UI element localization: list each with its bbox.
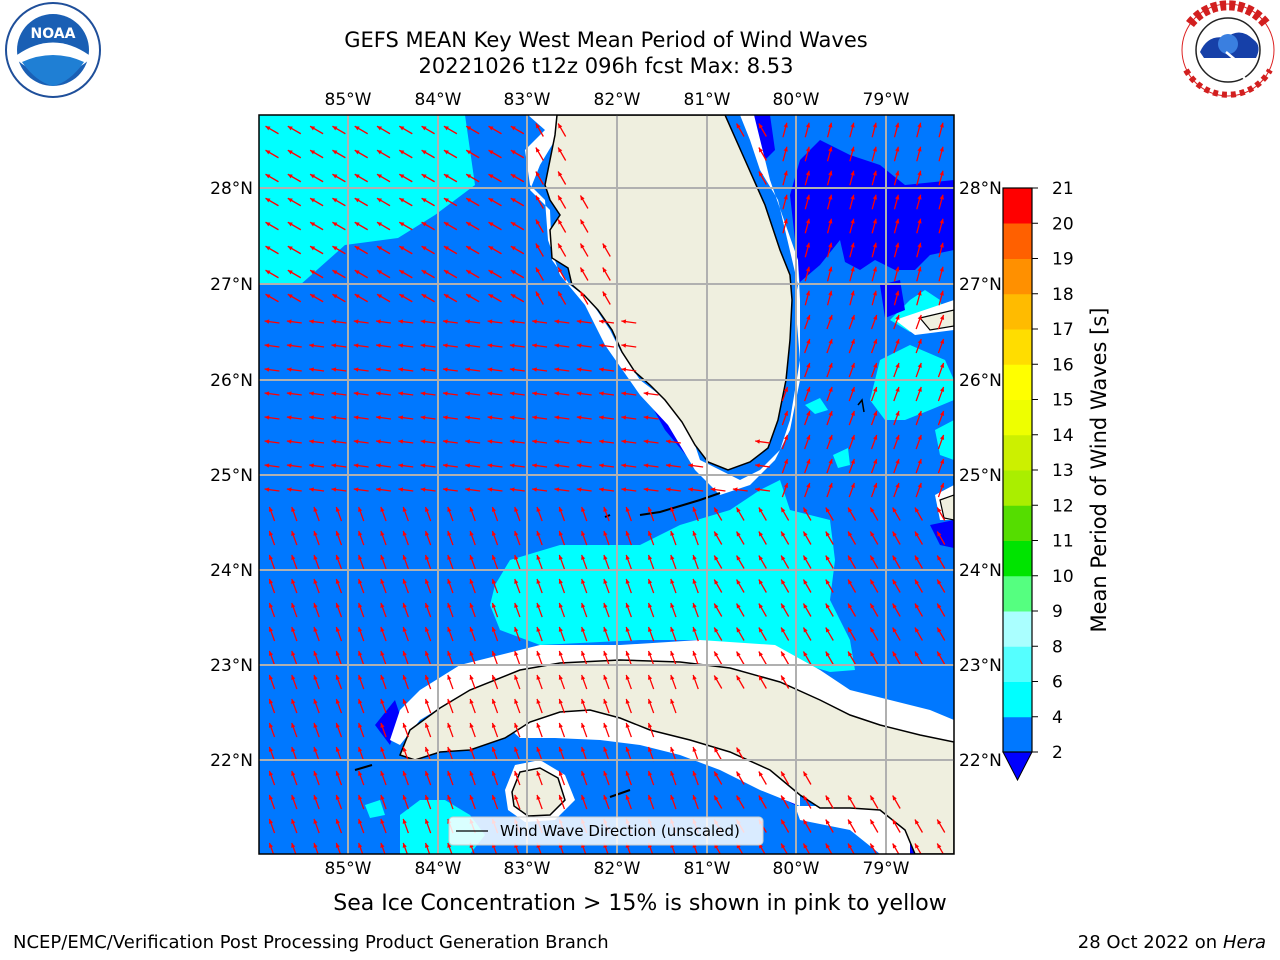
colorbar-tick-label: 20 [1052,214,1074,234]
lon-tick-label: 79°W [863,859,910,879]
lat-ticks-left: 22°N 23°N 24°N 25°N 26°N 27°N 28°N [210,179,253,771]
lon-tick-label: 79°W [863,90,910,110]
nws-logo [1181,0,1275,98]
lat-tick-label: 24°N [959,561,1002,581]
colorbar-tick-label: 10 [1052,567,1074,587]
lon-tick-label: 84°W [415,90,462,110]
lon-tick-label: 85°W [325,90,372,110]
colorbar-tick-label: 18 [1052,285,1074,305]
title-line-1: GEFS MEAN Key West Mean Period of Wind W… [344,28,868,52]
map-legend: Wind Wave Direction (unscaled) [448,816,764,846]
colorbar-segment [1003,681,1032,718]
colorbar-segment [1003,575,1032,612]
colorbar-segment [1003,399,1032,436]
colorbar-segment [1003,505,1032,541]
lat-tick-label: 22°N [959,751,1002,771]
colorbar-segment [1003,364,1032,400]
lat-ticks-right: 22°N 23°N 24°N 25°N 26°N 27°N 28°N [959,179,1002,771]
lat-tick-label: 23°N [210,656,253,676]
colorbar-tick-label: 6 [1052,673,1063,693]
lon-tick-label: 84°W [415,859,462,879]
colorbar-segment [1003,434,1032,471]
colorbar-under-extend [1002,751,1033,782]
noaa-logo: NOAA [5,2,101,98]
colorbar-tick-label: 2 [1052,743,1063,763]
legend-label: Wind Wave Direction (unscaled) [500,822,740,840]
colorbar-segment [1003,540,1032,577]
lat-tick-label: 26°N [959,371,1002,391]
lon-tick-label: 81°W [684,859,731,879]
colorbar-segment [1003,646,1032,682]
lon-tick-label: 80°W [773,90,820,110]
lat-tick-label: 26°N [210,371,253,391]
colorbar-tick-label: 9 [1052,602,1063,622]
footer-credit: NCEP/EMC/Verification Post Processing Pr… [13,932,609,953]
lat-tick-label: 27°N [959,275,1002,295]
lat-tick-label: 22°N [210,751,253,771]
colorbar: 2 4 6 8 9 10 11 12 13 14 15 16 17 18 19 20 21 [1002,179,1074,782]
lat-tick-label: 23°N [959,656,1002,676]
footer-host: Hera [1222,932,1266,953]
colorbar-label: Mean Period of Wind Waves [s] [1087,308,1111,633]
colorbar-segment [1003,716,1032,753]
colorbar-segment [1003,258,1032,295]
lon-tick-label: 82°W [594,90,641,110]
colorbar-tick-label: 16 [1052,355,1074,375]
lat-tick-label: 25°N [959,466,1002,486]
colorbar-tick-label: 4 [1052,708,1063,728]
lon-tick-label: 83°W [504,90,551,110]
colorbar-segment [1003,293,1032,330]
colorbar-tick-label: 14 [1052,426,1074,446]
graticule [259,115,954,854]
colorbar-tick-label: 12 [1052,496,1074,516]
lat-tick-label: 24°N [210,561,253,581]
colorbar-tick-label: 21 [1052,179,1074,199]
lat-tick-label: 28°N [210,179,253,199]
lon-ticks-bottom: 85°W 84°W 83°W 82°W 81°W 80°W 79°W [325,859,910,879]
lon-tick-label: 82°W [594,859,641,879]
colorbar-segment [1003,223,1032,259]
colorbar-segment [1003,329,1032,365]
lat-tick-label: 27°N [210,275,253,295]
lon-tick-label: 85°W [325,859,372,879]
colorbar-tick-label: 15 [1052,391,1074,411]
lat-tick-label: 25°N [210,466,253,486]
noaa-logo-text: NOAA [31,26,76,42]
colorbar-tick-label: 11 [1052,532,1074,552]
colorbar-tick-label: 17 [1052,320,1074,340]
lat-tick-label: 28°N [959,179,1002,199]
footer-date: 28 Oct 2022 on Hera [1078,932,1266,953]
title-line-2: 20221026 t12z 096h fcst Max: 8.53 [418,54,794,78]
lon-ticks-top: 85°W 84°W 83°W 82°W 81°W 80°W 79°W [325,90,910,110]
lon-tick-label: 80°W [773,859,820,879]
colorbar-segment [1003,611,1032,647]
wind-arrows [264,122,946,854]
sea-ice-note: Sea Ice Concentration > 15% is shown in … [333,891,947,916]
footer-date-text: 28 Oct 2022 on [1077,932,1218,953]
colorbar-segment [1003,470,1032,506]
colorbar-segment [1003,188,1032,224]
lon-tick-label: 81°W [684,90,731,110]
map-frame [258,114,955,855]
colorbar-tick-label: 19 [1052,250,1074,270]
colorbar-tick-label: 8 [1052,637,1063,657]
colorbar-tick-label: 13 [1052,461,1074,481]
lon-tick-label: 83°W [504,859,551,879]
